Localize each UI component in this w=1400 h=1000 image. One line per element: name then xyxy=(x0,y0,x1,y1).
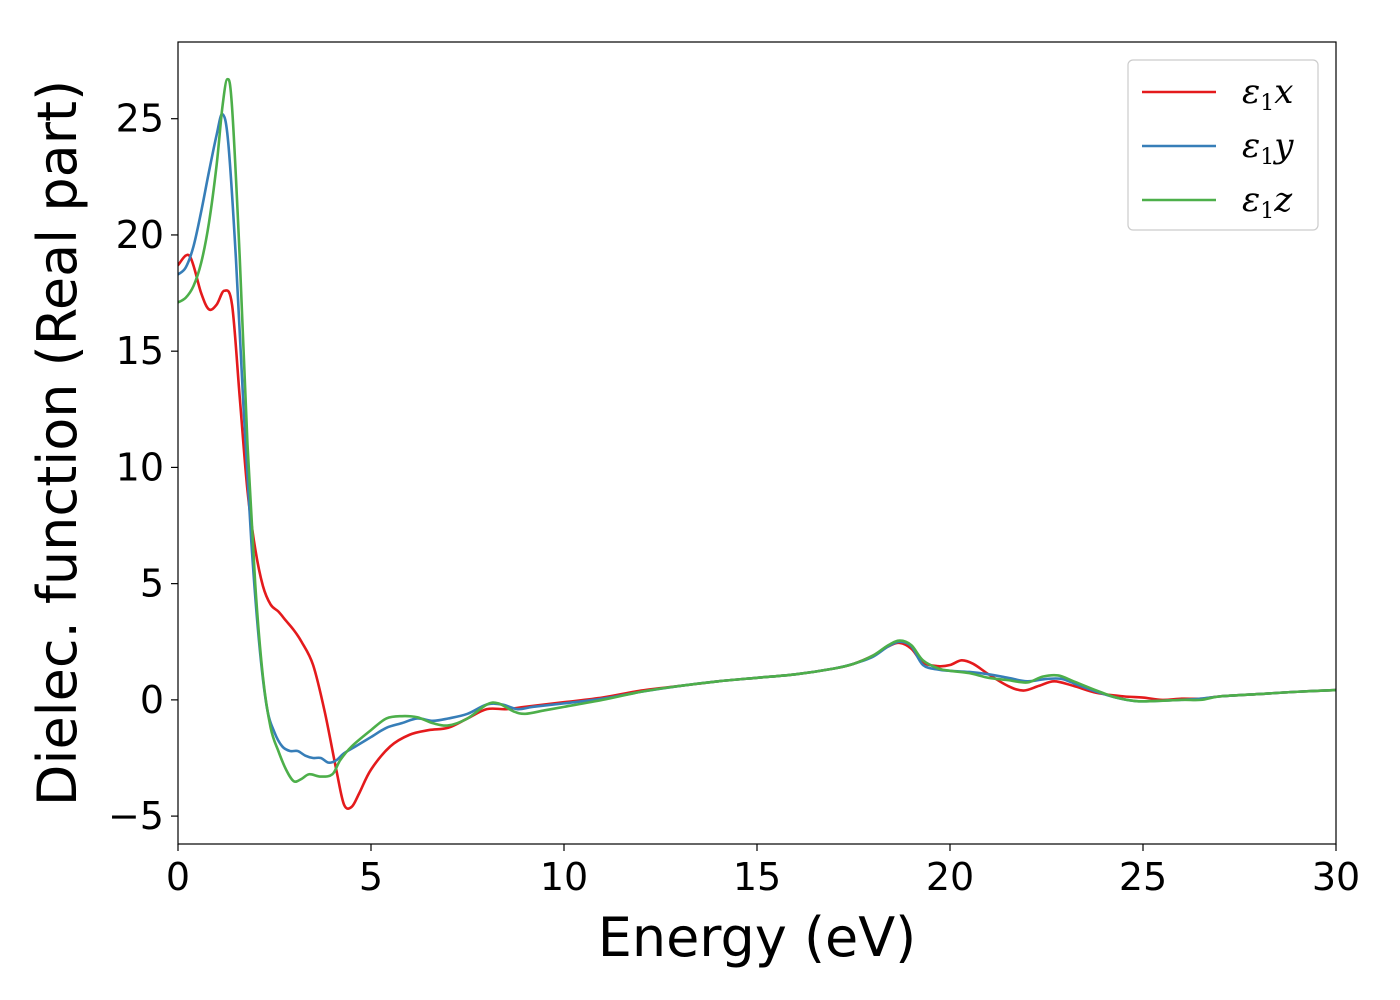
y-tick-label: 5 xyxy=(140,562,164,606)
series-line-z xyxy=(178,77,1336,783)
x-axis-title: Energy (eV) xyxy=(598,906,917,969)
legend-box xyxy=(1127,59,1319,231)
y-tick-label: 25 xyxy=(116,97,164,141)
x-tick-label: 15 xyxy=(733,855,781,899)
series-line-y xyxy=(178,112,1336,765)
legend-label-z: ε1z xyxy=(1242,180,1293,224)
y-axis-title: Dielec. function (Real part) xyxy=(26,80,89,806)
y-tick-label: 0 xyxy=(140,678,164,722)
x-tick-label: 20 xyxy=(926,855,974,899)
series-line-x xyxy=(178,253,1336,810)
legend: ε1x ε1y ε1z xyxy=(1127,59,1319,231)
y-tick-label: 10 xyxy=(116,445,164,489)
series-layer xyxy=(178,77,1336,810)
x-tick-label: 10 xyxy=(540,855,588,899)
y-axis-ticks: −5 0 5 10 15 20 25 xyxy=(108,97,178,838)
x-axis-ticks: 0 5 10 15 20 25 30 xyxy=(166,844,1360,899)
y-tick-label: 15 xyxy=(116,329,164,373)
x-tick-label: 5 xyxy=(359,855,383,899)
legend-label-y: ε1y xyxy=(1242,126,1294,170)
x-tick-label: 0 xyxy=(166,855,190,899)
legend-label-x: ε1x xyxy=(1242,72,1293,116)
y-tick-label: −5 xyxy=(108,794,164,838)
y-tick-label: 20 xyxy=(116,213,164,257)
x-tick-label: 30 xyxy=(1312,855,1360,899)
x-tick-label: 25 xyxy=(1119,855,1167,899)
